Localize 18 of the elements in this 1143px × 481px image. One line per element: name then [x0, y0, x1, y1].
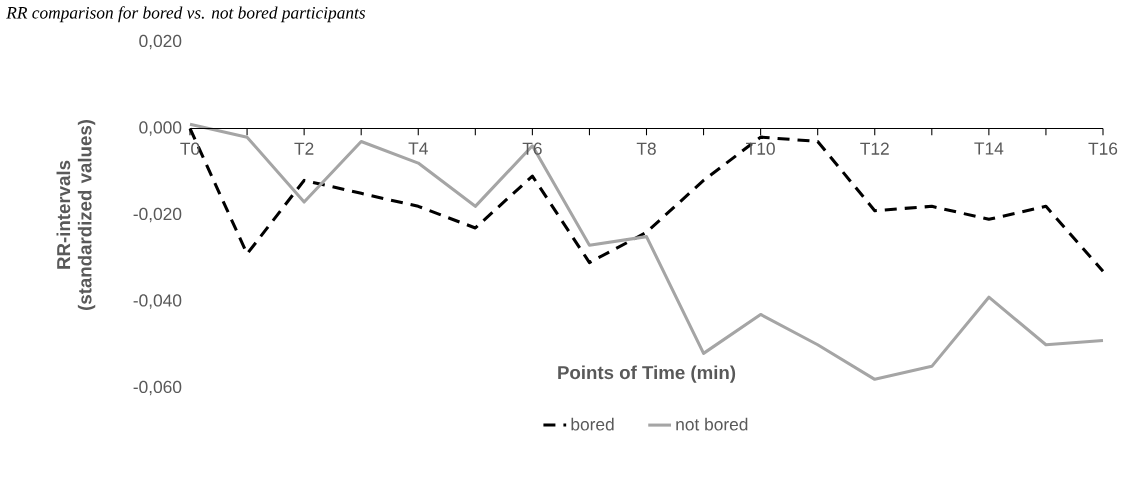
- x-tick-label: T16: [1088, 142, 1118, 155]
- x-tick-label: T12: [860, 142, 889, 155]
- legend-label: not bored: [676, 417, 748, 431]
- y-axis-title: RR-intervals (standardized values): [56, 119, 96, 311]
- x-tick-label: T6: [522, 142, 542, 155]
- y-tick-label: -0,020: [133, 207, 182, 223]
- y-tick-label: 0,000: [139, 121, 182, 136]
- x-tick-label: T2: [294, 142, 314, 155]
- x-tick-label: T10: [746, 142, 775, 155]
- x-axis-title: Points of Time (min): [558, 365, 736, 383]
- y-tick-label: -0,040: [133, 294, 182, 309]
- x-tick-label: T8: [636, 142, 656, 155]
- x-tick-label: T14: [974, 142, 1004, 155]
- x-tick-label: T4: [408, 142, 428, 155]
- legend-label: bored: [571, 417, 614, 431]
- y-tick-label: -0,060: [133, 380, 182, 396]
- y-tick-label: 0,020: [139, 34, 182, 50]
- chart-title: RR comparison for bored vs. not bored participants: [6, 6, 366, 23]
